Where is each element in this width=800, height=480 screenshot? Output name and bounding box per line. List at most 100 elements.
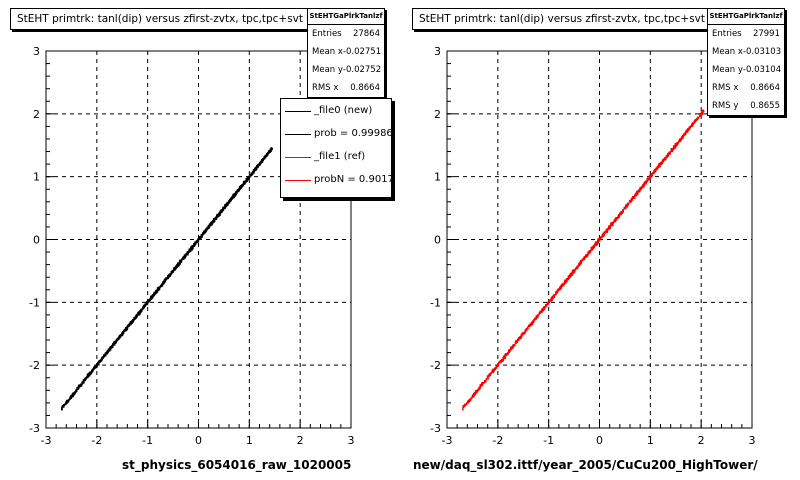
left-plot-title-text: StEHT primtrk: tanl(dip) versus zfirst-z… — [17, 13, 304, 25]
scatter-point — [162, 282, 164, 284]
scatter-point — [645, 181, 647, 183]
left-stats-box: StEHTGaPlrkTanlzf Entries 27864 Mean x -0.… — [307, 8, 385, 98]
scatter-point — [225, 204, 228, 206]
scatter-point — [207, 227, 209, 230]
scatter-point — [158, 288, 161, 290]
scatter-point — [687, 128, 690, 131]
y-tick-label: -1 — [29, 296, 40, 309]
scatter-point — [87, 375, 89, 378]
scatter-point — [173, 268, 175, 271]
scatter-point — [94, 366, 97, 369]
scatter-point — [600, 236, 602, 238]
scatter-point — [117, 336, 120, 339]
x-tick-label: -1 — [543, 434, 554, 447]
scatter-point — [157, 289, 159, 291]
scatter-point — [112, 341, 115, 344]
scatter-point — [528, 325, 530, 328]
scatter-point — [571, 269, 574, 272]
scatter-point — [465, 403, 468, 405]
scatter-point — [250, 173, 253, 176]
scatter-point — [595, 241, 598, 243]
scatter-point — [138, 312, 141, 314]
scatter-point — [266, 154, 268, 156]
scatter-point — [189, 250, 192, 253]
scatter-point — [478, 386, 481, 388]
scatter-point — [107, 349, 110, 352]
scatter-point — [214, 218, 217, 221]
y-tick-label: -3 — [430, 422, 441, 435]
scatter-point — [681, 137, 684, 139]
scatter-point — [191, 246, 193, 248]
scatter-point — [486, 375, 489, 378]
scatter-point — [97, 363, 100, 366]
scatter-point — [576, 265, 578, 268]
scatter-point — [144, 303, 147, 306]
scatter-point — [146, 301, 149, 304]
scatter-point — [98, 359, 101, 362]
scatter-point — [504, 356, 506, 359]
scatter-point — [130, 321, 133, 324]
scatter-point — [626, 203, 628, 206]
scatter-point — [90, 371, 93, 374]
scatter-point — [236, 191, 238, 193]
scatter-point — [182, 257, 184, 260]
scatter-point — [174, 268, 176, 270]
scatter-point — [702, 111, 704, 113]
scatter-point — [197, 240, 199, 243]
scatter-point — [187, 251, 190, 253]
scatter-point — [82, 379, 85, 382]
scatter-point — [534, 318, 537, 320]
scatter-point — [491, 370, 494, 373]
scatter-point — [119, 335, 122, 337]
scatter-point — [620, 211, 623, 214]
scatter-point — [655, 168, 657, 170]
scatter-point — [660, 163, 662, 165]
scatter-point — [141, 308, 143, 310]
scatter-point — [270, 150, 272, 152]
scatter-series-0 — [61, 147, 273, 411]
scatter-point — [184, 254, 187, 257]
scatter-point — [670, 148, 673, 151]
scatter-point — [177, 262, 180, 264]
scatter-point — [66, 400, 68, 403]
scatter-point — [75, 389, 77, 391]
scatter-point — [67, 401, 69, 403]
scatter-point — [521, 332, 524, 335]
scatter-point — [599, 237, 601, 239]
scatter-point — [195, 241, 198, 243]
scatter-point — [575, 267, 578, 270]
scatter-point — [470, 398, 472, 400]
scatter-point — [646, 178, 649, 181]
scatter-point — [613, 219, 615, 222]
scatter-point — [156, 289, 158, 292]
scatter-point — [114, 341, 117, 344]
scatter-point — [627, 202, 630, 205]
scatter-point — [262, 158, 265, 161]
scatter-point — [76, 388, 78, 390]
x-tick-label: 1 — [246, 434, 253, 447]
scatter-point — [473, 393, 476, 396]
scatter-point — [233, 192, 236, 195]
scatter-point — [646, 180, 648, 182]
scatter-point — [578, 262, 580, 265]
scatter-point — [700, 111, 703, 113]
scatter-point — [467, 401, 470, 403]
scatter-point — [682, 136, 685, 138]
scatter-point — [191, 247, 194, 250]
scatter-point — [263, 156, 266, 159]
scatter-point — [471, 395, 474, 398]
scatter-point — [89, 373, 91, 376]
scatter-point — [135, 315, 138, 317]
scatter-point — [205, 228, 208, 231]
scatter-point — [225, 205, 228, 207]
y-tick-label: -2 — [29, 359, 40, 372]
scatter-point — [74, 392, 76, 394]
scatter-point — [112, 343, 115, 346]
scatter-point — [109, 348, 112, 350]
scatter-point — [555, 292, 557, 294]
scatter-point — [202, 232, 204, 235]
scatter-point — [606, 230, 608, 233]
scatter-point — [602, 233, 605, 235]
legend-line-black — [285, 134, 311, 135]
